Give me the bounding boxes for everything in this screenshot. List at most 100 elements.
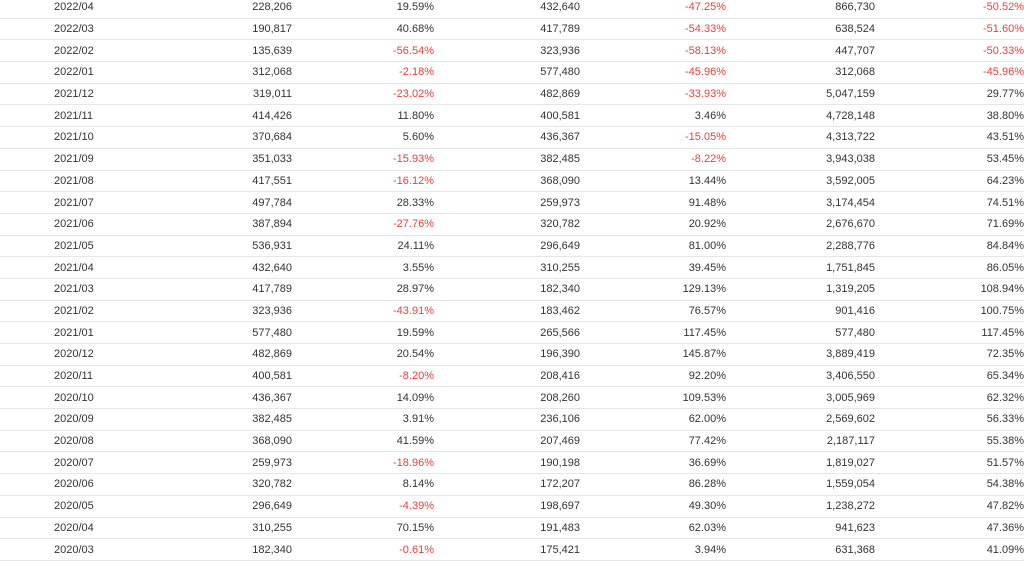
value-cell-1: 320,782: [147, 473, 292, 496]
month-cell: 2021/05: [0, 235, 147, 258]
value-cell-2: 196,390: [434, 343, 580, 366]
table-row: 2020/10 436,367 14.09% 208,260 109.53% 3,005,…: [0, 386, 1024, 410]
value-cell-2: 259,973: [434, 191, 580, 214]
month-cell: 2020/09: [0, 408, 147, 431]
percent-cell-1: 40.68%: [292, 18, 434, 41]
percent-cell-1: 3.55%: [292, 256, 434, 279]
percent-cell-2: 20.92%: [580, 213, 726, 236]
month-cell: 2020/06: [0, 473, 147, 496]
percent-cell-3: 38.80%: [875, 104, 1024, 128]
value-cell-1: 259,973: [147, 451, 292, 475]
percent-cell-2: 117.45%: [580, 321, 726, 344]
percent-cell-3: 55.38%: [875, 430, 1024, 453]
value-cell-2: 190,198: [434, 451, 580, 475]
percent-cell-2: -45.96%: [580, 61, 726, 84]
percent-cell-3: 65.34%: [875, 365, 1024, 388]
percent-cell-3: 72.35%: [875, 343, 1024, 366]
percent-cell-3: 47.36%: [875, 517, 1024, 540]
percent-cell-1: -27.76%: [292, 213, 434, 236]
percent-cell-1: -2.18%: [292, 61, 434, 84]
percent-cell-1: -43.91%: [292, 300, 434, 323]
percent-cell-2: 62.00%: [580, 408, 726, 431]
percent-cell-1: 5.60%: [292, 126, 434, 149]
value-cell-3: 5,047,159: [726, 83, 875, 106]
table-row: 2020/12 482,869 20.54% 196,390 145.87% 3,889,…: [0, 343, 1024, 366]
value-cell-1: 310,255: [147, 517, 292, 540]
month-cell: 2021/08: [0, 170, 147, 193]
value-cell-3: 1,559,054: [726, 473, 875, 496]
value-cell-2: 323,936: [434, 39, 580, 63]
percent-cell-3: 86.05%: [875, 256, 1024, 279]
percent-cell-3: 54.38%: [875, 473, 1024, 496]
table-row: 2020/06 320,782 8.14% 172,207 86.28% 1,559,05…: [0, 473, 1024, 496]
value-cell-2: 482,869: [434, 83, 580, 106]
value-cell-3: 4,728,148: [726, 104, 875, 128]
percent-cell-2: -54.33%: [580, 18, 726, 41]
value-cell-3: 577,480: [726, 321, 875, 344]
percent-cell-3: 74.51%: [875, 191, 1024, 214]
percent-cell-2: 77.42%: [580, 430, 726, 453]
percent-cell-3: -45.96%: [875, 61, 1024, 84]
value-cell-2: 417,789: [434, 18, 580, 41]
percent-cell-1: 70.15%: [292, 517, 434, 540]
month-cell: 2022/03: [0, 18, 147, 41]
value-cell-2: 310,255: [434, 256, 580, 279]
percent-cell-1: 24.11%: [292, 235, 434, 258]
percent-cell-1: -56.54%: [292, 39, 434, 63]
percent-cell-1: -16.12%: [292, 170, 434, 193]
value-cell-1: 497,784: [147, 191, 292, 214]
percent-cell-3: -51.60%: [875, 18, 1024, 41]
percent-cell-3: 56.33%: [875, 408, 1024, 431]
value-cell-1: 351,033: [147, 148, 292, 171]
month-cell: 2021/10: [0, 126, 147, 149]
percent-cell-1: 3.91%: [292, 408, 434, 431]
percent-cell-1: 19.59%: [292, 0, 434, 19]
table-row: 2021/09 351,033 -15.93% 382,485 -8.22% 3,943,…: [0, 148, 1024, 171]
percent-cell-3: 100.75%: [875, 300, 1024, 323]
table-row: 2022/01 312,068 -2.18% 577,480 -45.96% 312,06…: [0, 61, 1024, 84]
table-row: 2021/11 414,426 11.80% 400,581 3.46% 4,728,14…: [0, 104, 1024, 128]
value-cell-2: 208,260: [434, 386, 580, 410]
percent-cell-3: 29.77%: [875, 83, 1024, 106]
value-cell-3: 3,889,419: [726, 343, 875, 366]
percent-cell-3: 47.82%: [875, 495, 1024, 518]
percent-cell-1: -15.93%: [292, 148, 434, 171]
value-cell-3: 866,730: [726, 0, 875, 19]
percent-cell-2: 129.13%: [580, 278, 726, 301]
value-cell-2: 436,367: [434, 126, 580, 149]
value-cell-1: 414,426: [147, 104, 292, 128]
percent-cell-2: -8.22%: [580, 148, 726, 171]
value-cell-1: 577,480: [147, 321, 292, 344]
value-cell-3: 1,819,027: [726, 451, 875, 475]
percent-cell-1: 28.33%: [292, 191, 434, 214]
month-cell: 2021/01: [0, 321, 147, 344]
value-cell-3: 3,174,454: [726, 191, 875, 214]
value-cell-1: 368,090: [147, 430, 292, 453]
value-cell-2: 175,421: [434, 538, 580, 561]
value-cell-3: 1,751,845: [726, 256, 875, 279]
value-cell-3: 1,319,205: [726, 278, 875, 301]
value-cell-2: 191,483: [434, 517, 580, 540]
month-cell: 2020/12: [0, 343, 147, 366]
percent-cell-1: -0.61%: [292, 538, 434, 561]
value-cell-2: 400,581: [434, 104, 580, 128]
percent-cell-2: 36.69%: [580, 451, 726, 475]
value-cell-3: 2,676,670: [726, 213, 875, 236]
value-cell-3: 3,592,005: [726, 170, 875, 193]
percent-cell-2: -47.25%: [580, 0, 726, 19]
value-cell-1: 323,936: [147, 300, 292, 323]
value-cell-2: 296,649: [434, 235, 580, 258]
percent-cell-2: -58.13%: [580, 39, 726, 63]
percent-cell-3: -50.33%: [875, 39, 1024, 63]
table-row: 2021/01 577,480 19.59% 265,566 117.45% 577,48…: [0, 321, 1024, 344]
month-cell: 2021/07: [0, 191, 147, 214]
value-cell-2: 320,782: [434, 213, 580, 236]
table-row: 2021/06 387,894 -27.76% 320,782 20.92% 2,676,…: [0, 213, 1024, 236]
value-cell-1: 432,640: [147, 256, 292, 279]
percent-cell-1: 14.09%: [292, 386, 434, 410]
value-cell-3: 941,623: [726, 517, 875, 540]
percent-cell-3: 41.09%: [875, 538, 1024, 561]
percent-cell-2: 91.48%: [580, 191, 726, 214]
percent-cell-1: -4.39%: [292, 495, 434, 518]
percent-cell-2: 81.00%: [580, 235, 726, 258]
